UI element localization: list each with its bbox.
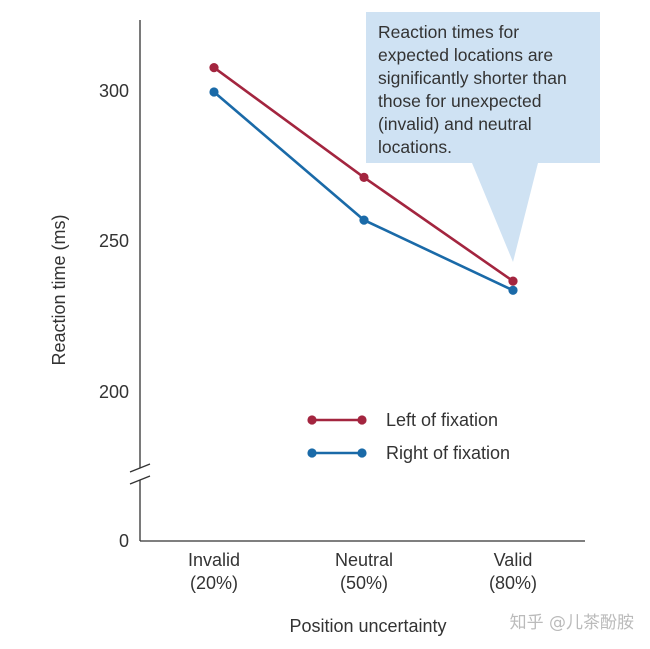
legend-label: Left of fixation	[386, 410, 498, 430]
data-point	[359, 172, 369, 182]
annotation-box	[366, 12, 600, 262]
y-tick-label: 0	[119, 531, 129, 551]
x-tick-label-line: Invalid	[188, 550, 240, 570]
y-tick-label: 200	[99, 382, 129, 402]
legend-swatch-marker	[357, 448, 367, 458]
x-tick-label: Neutral (50%)	[335, 550, 393, 593]
data-point	[209, 63, 219, 73]
y-tick-label: 250	[99, 231, 129, 251]
x-tick-label-line: (50%)	[340, 573, 388, 593]
annotation-line: those for unexpected	[378, 91, 541, 111]
annotation-line: locations.	[378, 137, 452, 157]
legend-item: Left of fixation	[307, 410, 498, 430]
axis-break-mark-top	[129, 463, 151, 473]
x-tick-label-line: Neutral	[335, 550, 393, 570]
legend-item: Right of fixation	[307, 443, 510, 463]
legend-label: Right of fixation	[386, 443, 510, 463]
annotation-line: expected locations are	[378, 45, 553, 65]
data-point	[359, 215, 369, 225]
axis-break-mark-bottom	[129, 475, 151, 485]
y-axis-title: Reaction time (ms)	[49, 214, 69, 365]
watermark: 知乎 @儿茶酚胺	[510, 613, 634, 633]
annotation-text: Reaction times for expected locations ar…	[378, 22, 572, 157]
annotation-callout: Reaction times for expected locations ar…	[366, 12, 600, 262]
data-point	[508, 276, 518, 286]
x-tick-label-line: Valid	[494, 550, 533, 570]
legend-swatch-marker	[307, 415, 317, 425]
legend-swatch-marker	[307, 448, 317, 458]
data-point	[209, 87, 219, 97]
legend: Left of fixation Right of fixation	[307, 410, 510, 463]
y-tick-label: 300	[99, 81, 129, 101]
y-tick-labels: 300 250 200 0	[99, 81, 129, 551]
legend-swatch-marker	[357, 415, 367, 425]
x-tick-label-line: (80%)	[489, 573, 537, 593]
x-tick-labels: Invalid (20%) Neutral (50%) Valid (80%)	[188, 550, 537, 593]
annotation-line: Reaction times for	[378, 22, 519, 42]
annotation-line: significantly shorter than	[378, 68, 567, 88]
data-point	[508, 285, 518, 295]
x-tick-label: Valid (80%)	[489, 550, 537, 593]
x-tick-label-line: (20%)	[190, 573, 238, 593]
series-layer	[209, 63, 518, 295]
x-axis-title: Position uncertainty	[289, 616, 446, 636]
axes	[129, 20, 585, 542]
annotation-line: (invalid) and neutral	[378, 114, 532, 134]
x-tick-label: Invalid (20%)	[188, 550, 240, 593]
